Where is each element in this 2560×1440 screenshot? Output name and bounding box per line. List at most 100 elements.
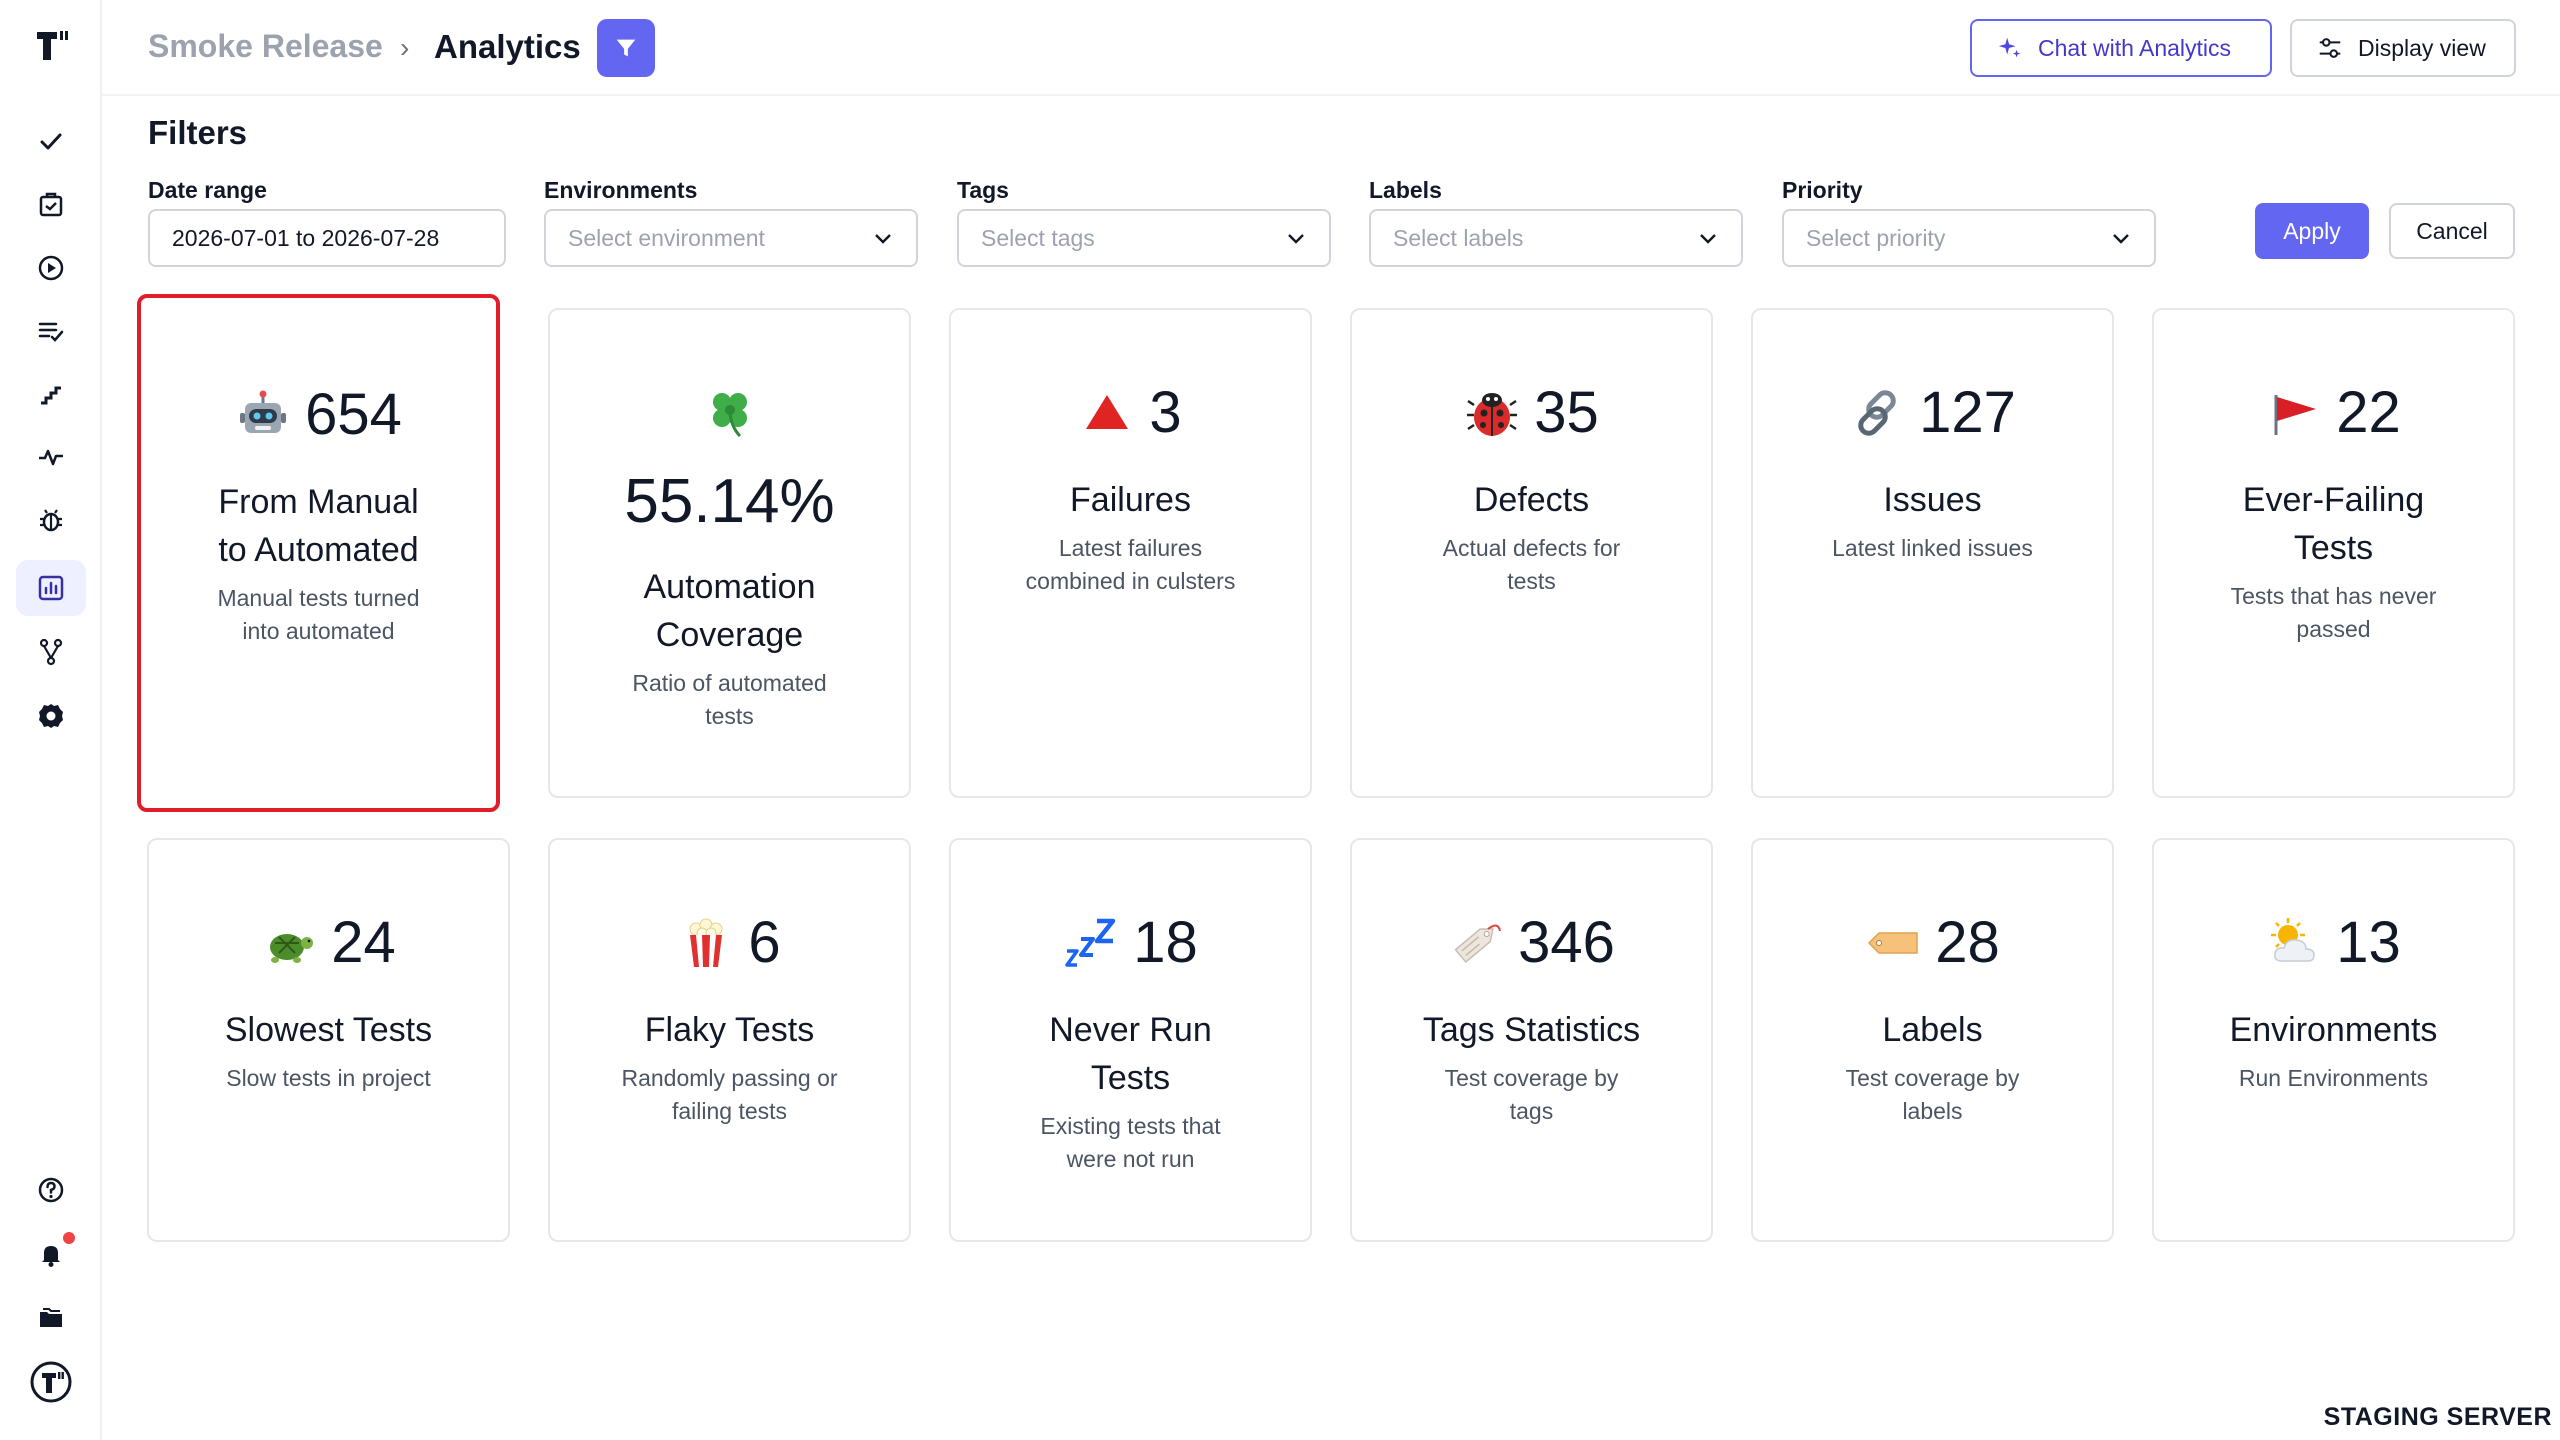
card-description: Latest linked issues [1793,532,2072,565]
card-head: 24 [149,914,508,972]
card-value: 127 [1919,380,2016,445]
environments-label: Environments [544,177,698,203]
environments-select[interactable]: Select environment [544,209,918,267]
funnel-icon [616,39,636,57]
robot-icon [240,390,287,433]
card-labels[interactable]: 28 Labels Test coverage by labels [1751,838,2114,1242]
chevron-down-icon [2113,234,2129,244]
rail-bug-icon[interactable] [16,492,86,548]
card-head: 28 [1753,914,2112,972]
card-automation-coverage[interactable]: 55.14% Automation Coverage Ratio of auto… [548,308,911,798]
card-value: 24 [331,910,396,975]
card-slowest-tests[interactable]: 24 Slowest Tests Slow tests in project [147,838,510,1242]
card-title-line: Slowest Tests [224,1011,433,1049]
chat-with-analytics-button[interactable]: Chat with Analytics [1970,19,2272,77]
card-desc-line: Test coverage by [1845,1065,2020,1091]
rail-settings-icon[interactable] [16,688,86,744]
tag-icon [1454,924,1502,964]
card-description: Ratio of automated tests [590,667,869,733]
date-range-input[interactable]: 2026-07-01 to 2026-07-28 [148,209,506,267]
labels-select[interactable]: Select labels [1369,209,1743,267]
ladybug-icon [1467,393,1518,436]
card-value: 18 [1133,910,1198,975]
card-desc-line: Actual defects for [1442,535,1621,561]
environment-banner: STAGING SERVER [2323,1403,2552,1431]
rail-projects-icon[interactable] [16,1290,86,1346]
rail-profile-icon[interactable] [16,1354,86,1410]
link-icon [1858,390,1896,436]
app-logo[interactable] [31,26,71,66]
card-title: Never Run Tests [981,1006,1280,1102]
filters-title: Filters [148,114,248,151]
rail-plans-icon[interactable] [16,303,86,359]
cancel-button[interactable]: Cancel [2389,203,2515,259]
display-view-button[interactable]: Display view [2290,19,2516,77]
label-icon [1868,932,1918,954]
card-never-run-tests[interactable]: 18 Never Run Tests Existing tests that w… [949,838,1312,1242]
card-description: Latest failures combined in culsters [991,532,1270,598]
card-tags-statistics[interactable]: 346 Tags Statistics Test coverage by tag… [1350,838,1713,1242]
card-description: Actual defects for tests [1392,532,1671,598]
card-ever-failing-tests[interactable]: 22 Ever-Failing Tests Tests that has nev… [2152,308,2515,798]
card-description: Randomly passing or failing tests [590,1062,869,1128]
rail-analytics-icon[interactable] [16,560,86,616]
rail-suites-icon[interactable] [16,177,86,233]
card-head: 127 [1753,384,2112,442]
breadcrumb-separator: › [400,32,410,63]
rail-runs-icon[interactable] [16,240,86,296]
card-description: Existing tests that were not run [991,1110,1270,1176]
filter-toggle-button[interactable] [597,19,655,77]
card-issues[interactable]: 127 Issues Latest linked issues [1751,308,2114,798]
card-desc-line: Ratio of automated [632,670,827,696]
rail-help-icon[interactable] [16,1162,86,1218]
card-failures[interactable]: 3 Failures Latest failures combined in c… [949,308,1312,798]
card-desc-line: Run Environments [2238,1065,2429,1091]
rail-pulse-icon[interactable] [16,429,86,485]
rail-tests-icon[interactable] [16,114,86,170]
card-title-line: Issues [1883,481,1982,519]
card-title-line: to Automated [218,531,419,569]
card-title-line: Tags Statistics [1422,1011,1641,1049]
card-from-manual-to-automated[interactable]: 654 From Manual to Automated Manual test… [137,294,500,812]
card-title: From Manual to Automated [171,478,466,574]
rail-steps-icon[interactable] [16,366,86,422]
card-title-line: Never Run [1049,1011,1212,1049]
red-flag-icon [2274,395,2317,435]
card-title: Flaky Tests [580,1006,879,1054]
priority-placeholder: Select priority [1806,224,1946,251]
date-range-label: Date range [148,177,267,203]
zzz-icon [1065,918,1116,967]
sparkles-icon [1998,37,2021,58]
card-desc-line: Existing tests that [1040,1113,1221,1139]
breadcrumb-parent[interactable]: Smoke Release [148,28,383,64]
card-title: Issues [1783,476,2082,524]
card-title-line: Automation [643,568,816,606]
card-defects[interactable]: 35 Defects Actual defects for tests [1350,308,1713,798]
card-desc-line: Latest linked issues [1832,535,2033,561]
card-head: 346 [1352,914,1711,972]
top-header: Smoke Release › Analytics Chat with Anal… [102,0,2560,96]
card-value: 6 [748,910,781,975]
card-title: Slowest Tests [179,1006,478,1054]
card-head [550,384,909,440]
card-title-line: Tests [1090,1059,1171,1097]
card-desc-line: Test coverage by [1444,1065,1619,1091]
card-desc-line: into automated [242,618,395,644]
tags-select[interactable]: Select tags [957,209,1331,267]
card-desc-line: Latest failures [1058,535,1203,561]
card-title-line: Defects [1473,481,1590,519]
date-range-value: 2026-07-01 to 2026-07-28 [172,224,440,251]
labels-placeholder: Select labels [1393,224,1524,251]
card-value: 22 [2336,380,2401,445]
apply-button[interactable]: Apply [2255,203,2369,259]
rail-notifications-icon[interactable] [16,1226,86,1282]
card-flaky-tests[interactable]: 6 Flaky Tests Randomly passing or failin… [548,838,911,1242]
labels-label: Labels [1369,177,1442,203]
card-head: 22 [2154,384,2513,442]
card-title: Labels [1783,1006,2082,1054]
priority-select[interactable]: Select priority [1782,209,2156,267]
card-title: Environments [2184,1006,2483,1054]
card-environments[interactable]: 13 Environments Run Environments [2152,838,2515,1242]
card-head: 6 [550,914,909,972]
rail-branches-icon[interactable] [16,624,86,680]
